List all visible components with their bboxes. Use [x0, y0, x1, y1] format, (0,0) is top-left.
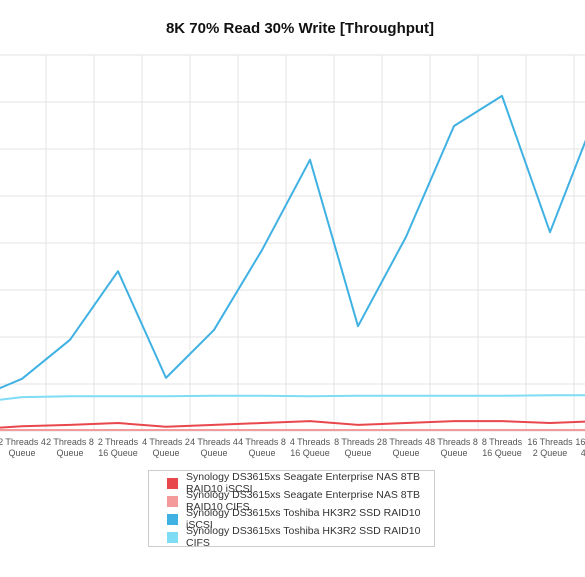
legend: Synology DS3615xs Seagate Enterprise NAS… — [148, 470, 435, 549]
legend-item: Synology DS3615xs Toshiba HK3R2 SSD RAID… — [167, 525, 434, 549]
x-tick-label: 4 Threads 4 Queue — [190, 437, 238, 458]
legend-item: Synology DS3615xs Seagate Enterprise NAS… — [167, 489, 434, 513]
x-tick-label: 4 Threads 16 Queue — [289, 437, 331, 458]
legend-swatch — [167, 531, 178, 543]
x-tick-label: 8 Threads 2 Queue — [334, 437, 382, 458]
x-tick-label: 2 Threads 8 Queue — [46, 437, 94, 458]
legend-item: Synology DS3615xs Seagate Enterprise NAS… — [167, 471, 434, 495]
x-tick-label: 8 Threads 4 Queue — [382, 437, 430, 458]
x-tick-label: 8 Threads 8 Queue — [430, 437, 478, 458]
x-tick-label: 8 Threads 16 Queue — [481, 437, 523, 458]
series-line — [0, 420, 585, 429]
x-tick-label: 2 Threads 4 Queue — [0, 437, 46, 458]
x-tick-label: 2 Threads 16 Queue — [97, 437, 139, 458]
legend-swatch — [167, 477, 178, 489]
legend-label: Synology DS3615xs Seagate Enterprise NAS… — [186, 489, 421, 513]
legend-swatch — [167, 495, 178, 507]
x-tick-label: 4 Threads 8 Queue — [238, 437, 286, 458]
legend-label: Synology DS3615xs Seagate Enterprise NAS… — [186, 471, 421, 495]
legend-item: Synology DS3615xs Toshiba HK3R2 SSD RAID… — [167, 507, 434, 531]
x-tick-label: 16 Threads 4 Queue — [575, 437, 585, 458]
legend-label: Synology DS3615xs Toshiba HK3R2 SSD RAID… — [186, 507, 421, 531]
legend-label: Synology DS3615xs Toshiba HK3R2 SSD RAID… — [186, 525, 421, 549]
legend-swatch — [167, 513, 178, 525]
chart-title: 8K 70% Read 30% Write [Throughput] — [166, 20, 434, 37]
x-tick-label: 16 Threads 2 Queue — [527, 437, 573, 458]
series-line — [0, 94, 585, 390]
x-tick-label: 4 Threads 2 Queue — [142, 437, 190, 458]
series-line — [0, 394, 585, 401]
